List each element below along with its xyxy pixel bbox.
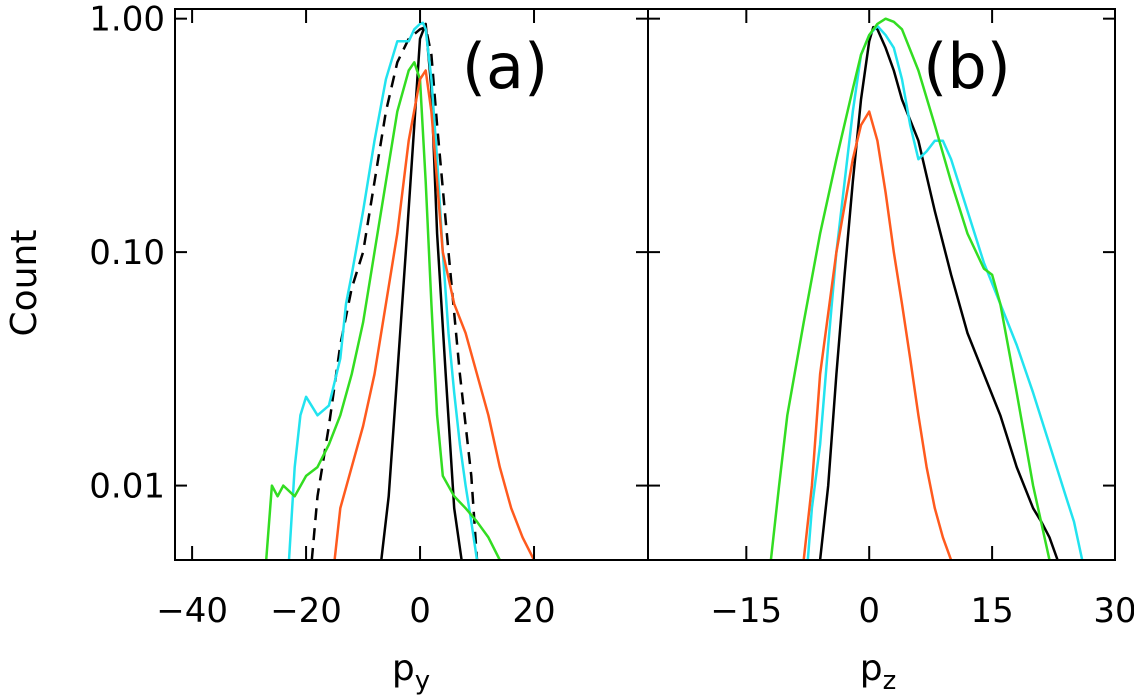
panel-a: −40 −20 0 20 1.00 0.10 0.01 (a) py bbox=[89, 0, 649, 696]
panel-a-frame bbox=[174, 8, 649, 561]
y-axis-label: Count bbox=[4, 230, 45, 337]
panel-a-x-axis-label: py bbox=[392, 648, 430, 696]
panel-a-label: (a) bbox=[462, 30, 548, 103]
panel-b-x-axis-label: pz bbox=[860, 648, 897, 696]
panel-a-x-label-sub: y bbox=[415, 666, 430, 696]
panel-b-x-tick-label: −15 bbox=[710, 591, 782, 631]
panel-b-series-green bbox=[769, 17, 1051, 560]
panel-b-series bbox=[769, 17, 1084, 560]
panel-b-label: (b) bbox=[923, 30, 1011, 103]
panel-b-x-tick-label: 15 bbox=[970, 591, 1013, 631]
panel-b-x-label-main: p bbox=[860, 648, 883, 689]
panel-a-series bbox=[264, 21, 536, 560]
panel-a-x-tick-label: 20 bbox=[512, 591, 555, 631]
panel-a-x-tick-label: −40 bbox=[156, 591, 228, 631]
panel-b-series-black bbox=[818, 25, 1059, 560]
panel-b-x-tick-label: 0 bbox=[858, 591, 880, 631]
panel-a-series-black-dashed bbox=[310, 25, 479, 560]
panel-a-x-tick-label: 0 bbox=[409, 591, 431, 631]
panel-a-series-black bbox=[380, 22, 463, 560]
panel-b-frame bbox=[647, 8, 1116, 561]
panel-a-x-tick-label: −20 bbox=[270, 591, 342, 631]
panel-a-ticks: −40 −20 0 20 1.00 0.10 0.01 bbox=[89, 0, 648, 631]
panel-b-x-tick-label: 30 bbox=[1093, 591, 1134, 631]
panel-a-series-green bbox=[264, 61, 501, 560]
panel-a-x-label-main: p bbox=[392, 648, 415, 689]
panel-b-series-cyan bbox=[806, 24, 1084, 560]
panel-b-series-orange bbox=[802, 110, 953, 560]
panel-a-y-tick-label: 0.10 bbox=[89, 233, 165, 273]
panel-b: −15 0 15 30 (b) pz bbox=[647, 8, 1134, 696]
panel-a-series-cyan bbox=[287, 21, 479, 560]
panel-a-series-orange bbox=[333, 69, 536, 560]
panel-b-ticks: −15 0 15 30 bbox=[648, 9, 1134, 631]
panel-b-x-label-sub: z bbox=[883, 666, 897, 696]
panel-a-y-tick-label: 1.00 bbox=[89, 0, 165, 40]
panel-a-y-tick-label: 0.01 bbox=[89, 467, 165, 507]
